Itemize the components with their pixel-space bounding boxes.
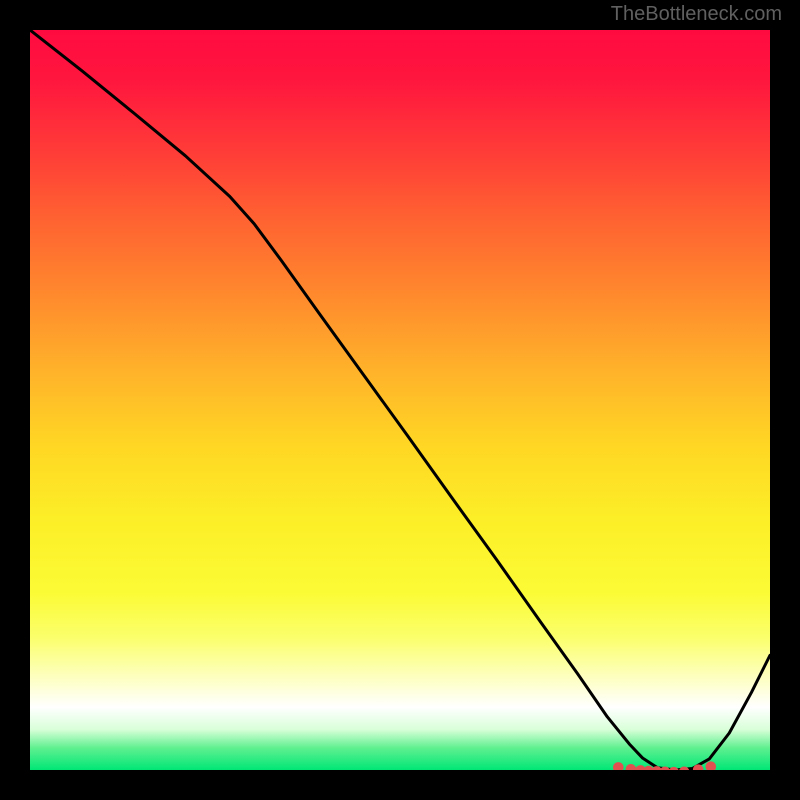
optimal-marker	[626, 764, 636, 770]
optimal-marker	[693, 765, 703, 770]
gradient-background	[30, 30, 770, 770]
chart-svg	[30, 30, 770, 770]
watermark-text: TheBottleneck.com	[611, 3, 782, 26]
optimal-marker	[614, 763, 624, 770]
chart-plot-area	[30, 30, 770, 770]
optimal-marker	[706, 762, 716, 770]
